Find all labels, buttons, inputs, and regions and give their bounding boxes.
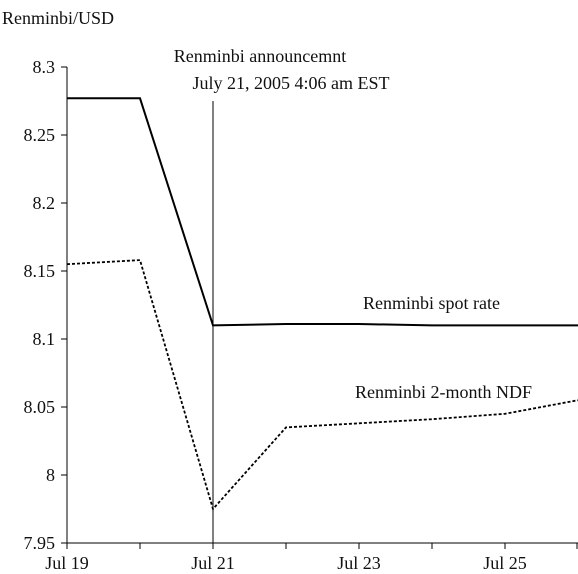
y-tick-label: 8.2 — [33, 193, 56, 213]
series-layer — [66, 97, 578, 511]
y-tick-label: 8.15 — [24, 261, 56, 281]
y-tick-label: 8.05 — [24, 397, 56, 417]
y-tick-label: 8.25 — [24, 125, 56, 145]
x-tick-label: Jul 21 — [191, 553, 235, 573]
announcement-label-line2: July 21, 2005 4:06 am EST — [193, 73, 390, 93]
y-tick-label: 8 — [46, 465, 55, 485]
announcement-label-line1: Renminbi announcemnt — [174, 46, 346, 66]
ndf-series-label: Renminbi 2-month NDF — [355, 382, 532, 402]
y-tick-label: 8.3 — [33, 57, 56, 77]
y-tick-label: 8.1 — [33, 329, 56, 349]
spot-rate-series-label: Renminbi spot rate — [363, 293, 500, 313]
x-tick-label: Jul 23 — [337, 553, 381, 573]
ndf-series-line — [66, 259, 578, 511]
x-tick-label: Jul 25 — [483, 553, 527, 573]
axes — [66, 67, 578, 544]
y-ticks: 7.95 8 8.05 8.1 8.15 8.2 8.25 8.3 — [24, 57, 67, 553]
spot-rate-series-line — [67, 97, 578, 327]
y-axis-label: Renminbi/USD — [2, 8, 114, 28]
x-tick-label: Jul 19 — [45, 553, 89, 573]
x-ticks: Jul 19 Jul 21 Jul 23 Jul 25 — [45, 543, 578, 573]
y-tick-label: 7.95 — [24, 533, 56, 553]
